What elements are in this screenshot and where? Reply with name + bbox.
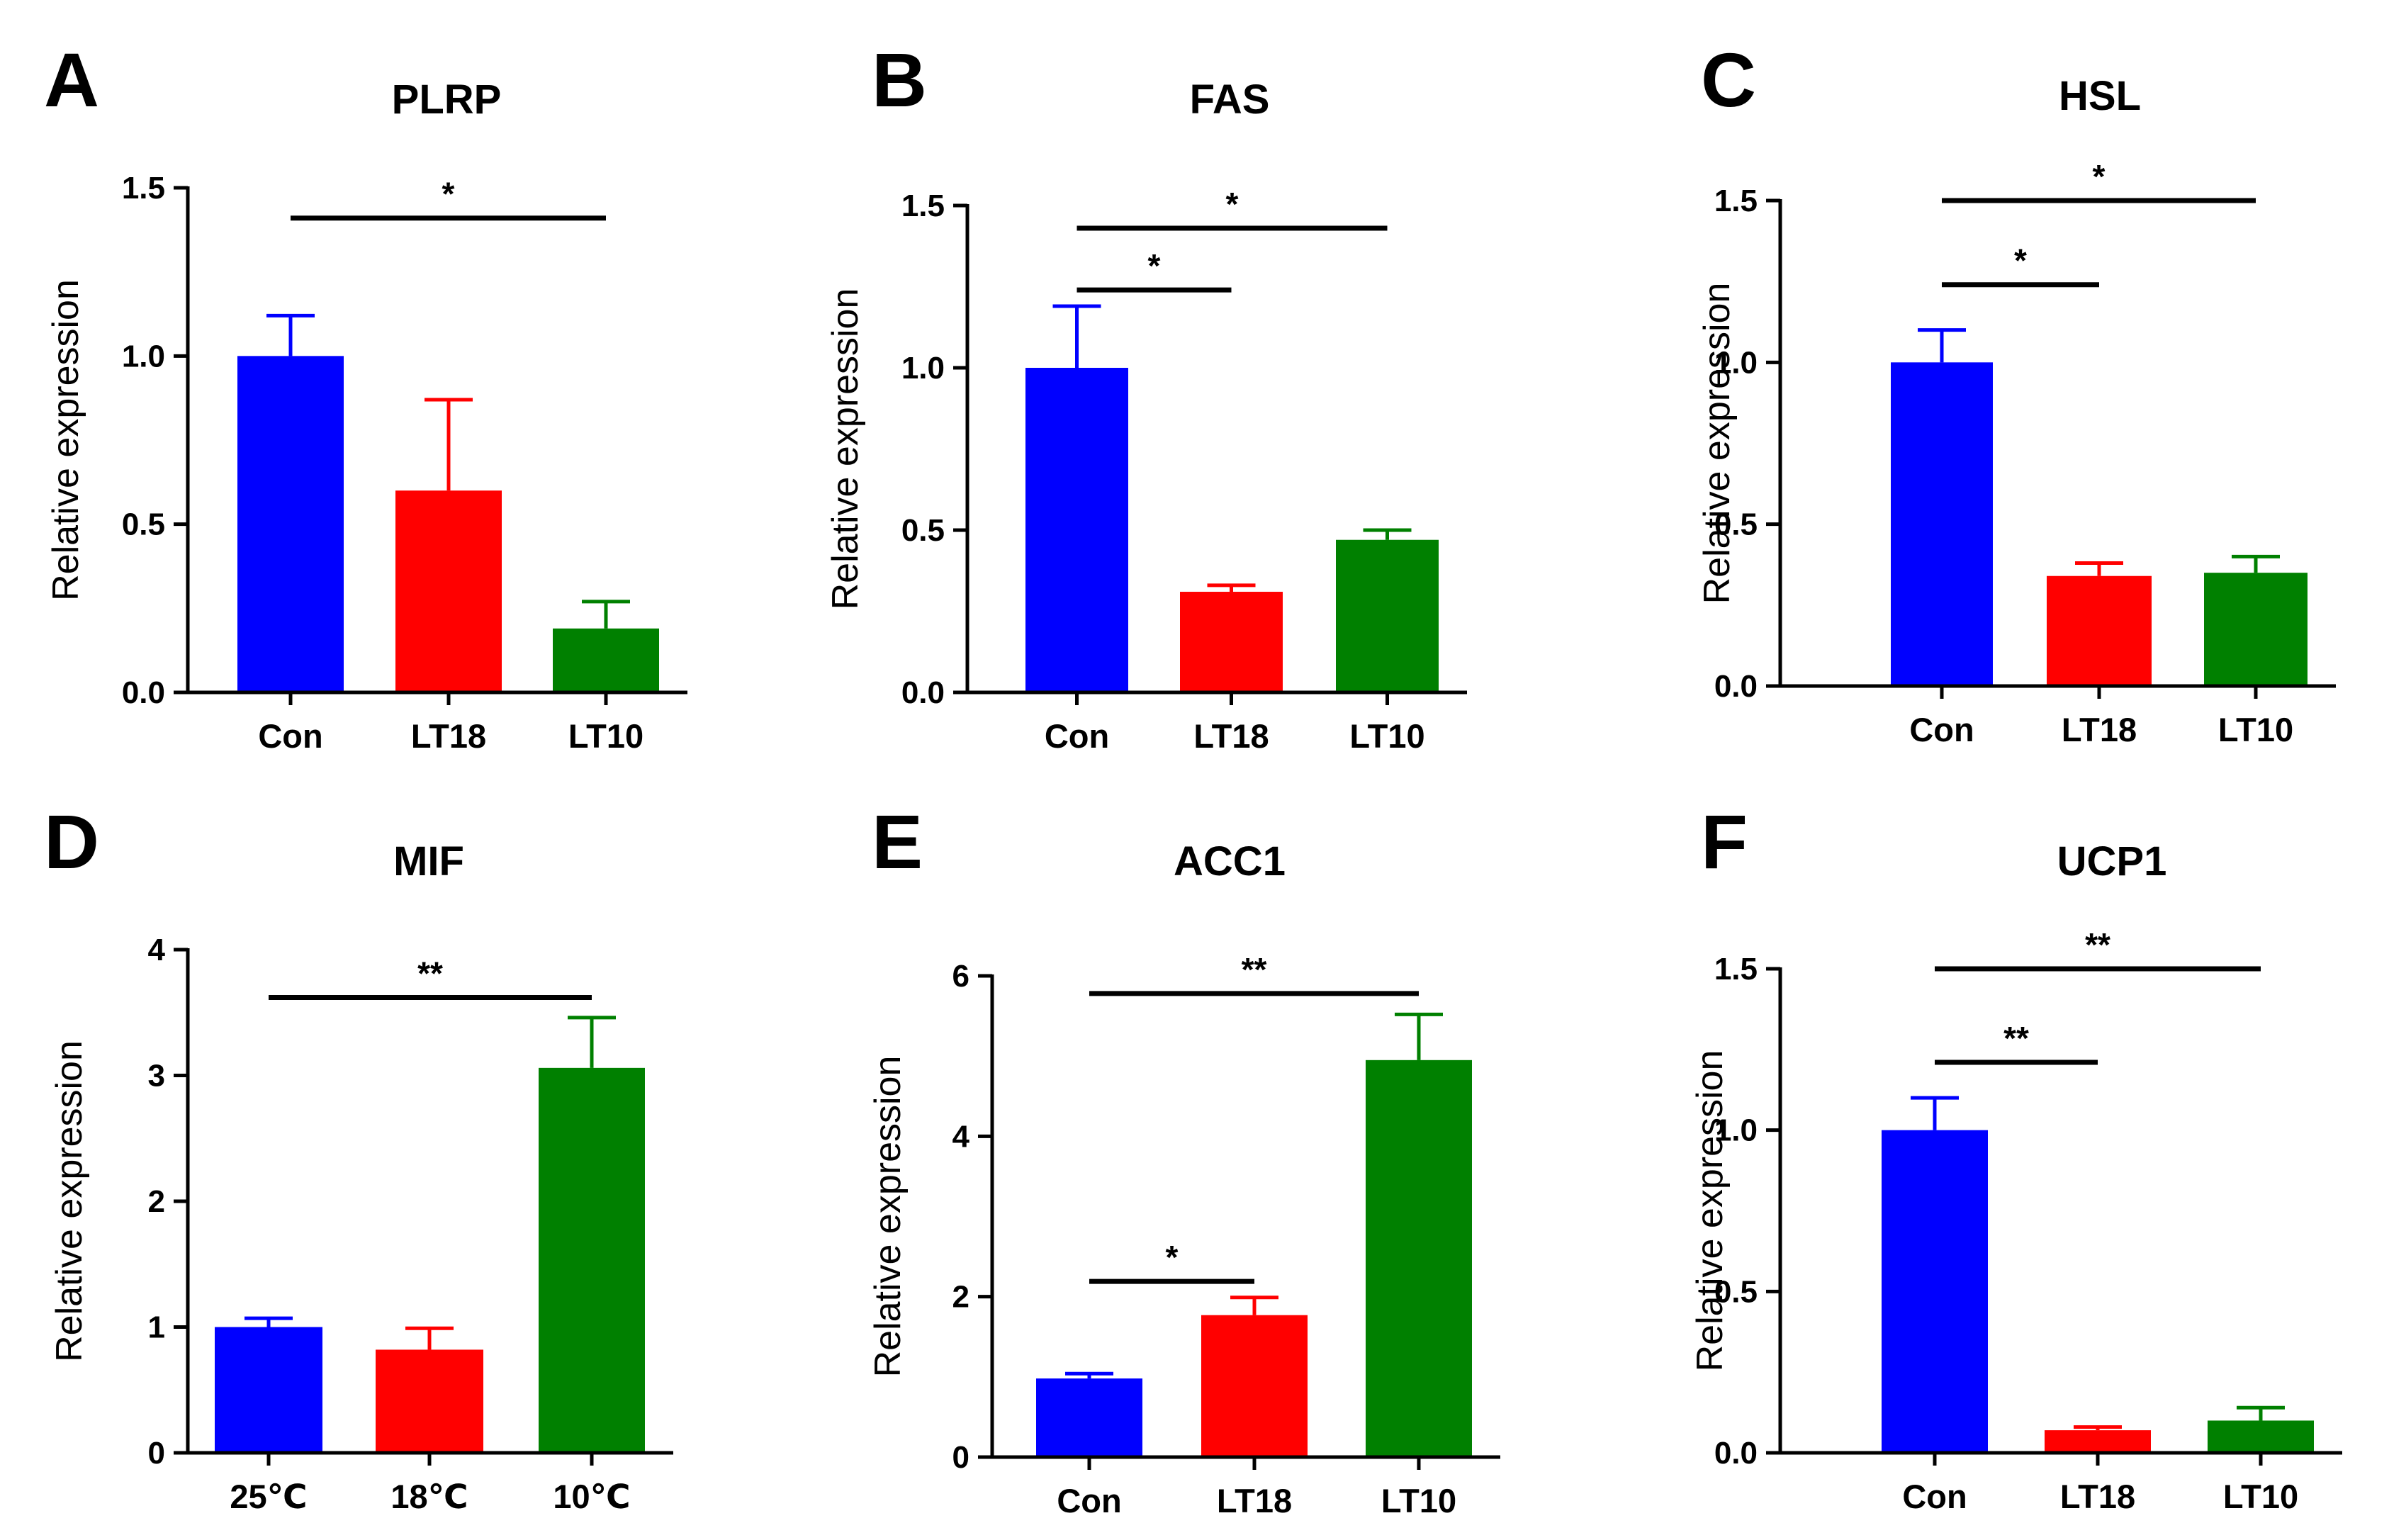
- bar: [215, 1327, 322, 1453]
- y-tick-label: 0.5: [901, 513, 945, 548]
- chart-title: MIF: [393, 838, 464, 884]
- x-tick-label: LT18: [1193, 717, 1269, 755]
- y-tick-label: 1.0: [122, 339, 165, 373]
- x-tick-label: Con: [1057, 1482, 1121, 1519]
- panel-letter: E: [872, 799, 923, 884]
- significance-label: **: [417, 955, 443, 991]
- chart-title: HSL: [2059, 73, 2141, 119]
- bar: [1036, 1378, 1142, 1457]
- y-tick-label: 4: [952, 1119, 970, 1154]
- y-tick-label: 0.5: [1714, 507, 1758, 542]
- bar: [1336, 539, 1439, 692]
- y-axis-label: Relative expression: [49, 1040, 90, 1362]
- bar: [395, 490, 502, 692]
- x-tick-label: LT10: [1349, 717, 1424, 755]
- y-tick-label: 0.0: [1714, 669, 1758, 704]
- y-tick-label: 0.0: [122, 675, 165, 710]
- significance-label: *: [1148, 247, 1161, 284]
- x-tick-label: LT10: [568, 717, 643, 755]
- chart-title: ACC1: [1174, 838, 1286, 884]
- y-tick-label: 1.5: [901, 189, 945, 223]
- x-tick-label: Con: [1902, 1478, 1967, 1515]
- panel-a: A PLRP Relative expression Con LT18 LT10 0.0 0.…: [44, 37, 687, 755]
- panel-b: B FAS Relative expression Con LT18 LT10 0.0 0.5…: [825, 37, 1467, 755]
- bar: [2045, 1430, 2151, 1453]
- significance-label: *: [2014, 242, 2027, 279]
- significance-label: *: [1166, 1239, 1179, 1276]
- significance-label: *: [1226, 186, 1239, 223]
- significance-label: **: [1242, 951, 1267, 988]
- significance-label: *: [442, 176, 455, 213]
- x-tick-label: LT10: [1381, 1482, 1456, 1519]
- y-tick-label: 6: [952, 959, 969, 994]
- x-tick-label: LT10: [2223, 1478, 2298, 1515]
- bar: [376, 1349, 483, 1453]
- bar: [1025, 368, 1128, 692]
- bar: [539, 1067, 645, 1453]
- bar: [2047, 575, 2152, 686]
- y-axis-label: Relative expression: [1690, 1050, 1731, 1372]
- y-tick-label: 1.5: [122, 171, 165, 206]
- panel-letter: A: [44, 37, 99, 123]
- y-tick-label: 2: [148, 1184, 165, 1219]
- panel-e: E ACC1 Relative expression Con LT18 LT10 0 2 4 6 *…: [867, 799, 1500, 1519]
- y-tick-label: 4: [148, 933, 166, 967]
- chart-title: PLRP: [392, 77, 502, 123]
- panel-c: C HSL Relative expression Con LT18 LT10 0.0 0.5…: [1697, 37, 2336, 748]
- bar: [2204, 573, 2308, 686]
- x-tick-label: 18℃: [390, 1478, 468, 1515]
- panel-d: D MIF Relative expression 25℃ 18℃ 10℃ 0 1 2 3 4 **: [44, 799, 673, 1515]
- significance-label: *: [2093, 158, 2106, 195]
- panel-letter: B: [872, 37, 927, 123]
- y-tick-label: 1.0: [901, 351, 945, 386]
- y-tick-label: 1.0: [1714, 345, 1758, 380]
- panel-letter: F: [1701, 799, 1748, 884]
- significance-label: **: [2003, 1020, 2029, 1057]
- x-tick-label: Con: [1909, 711, 1974, 748]
- y-tick-label: 0.0: [901, 675, 945, 710]
- y-axis-label: Relative expression: [825, 288, 866, 610]
- x-tick-label: 25℃: [230, 1478, 307, 1515]
- bar: [1180, 592, 1283, 692]
- bar: [1366, 1060, 1472, 1457]
- y-tick-label: 1.5: [1714, 184, 1758, 218]
- bar: [1201, 1315, 1308, 1457]
- significance-label: **: [2085, 926, 2110, 963]
- chart-title: UCP1: [2057, 838, 2167, 884]
- bar: [2208, 1420, 2314, 1453]
- x-tick-label: LT18: [411, 717, 486, 755]
- x-tick-label: 10℃: [553, 1478, 630, 1515]
- x-tick-label: LT18: [2060, 1478, 2135, 1515]
- y-tick-label: 0.5: [122, 507, 165, 542]
- panel-letter: D: [44, 799, 99, 884]
- y-tick-label: 0.0: [1714, 1436, 1758, 1471]
- x-tick-label: Con: [258, 717, 322, 755]
- bar: [1891, 362, 1993, 686]
- y-tick-label: 2: [952, 1280, 969, 1315]
- y-tick-label: 0.5: [1714, 1274, 1758, 1309]
- bar: [1882, 1130, 1988, 1453]
- y-tick-label: 1.5: [1714, 952, 1758, 987]
- y-axis-label: Relative expression: [45, 279, 86, 601]
- chart-title: FAS: [1190, 77, 1270, 123]
- x-tick-label: LT10: [2218, 711, 2293, 748]
- y-tick-label: 1.0: [1714, 1113, 1758, 1148]
- bar: [553, 628, 659, 692]
- x-tick-label: Con: [1045, 717, 1109, 755]
- panel-letter: C: [1701, 37, 1756, 123]
- y-tick-label: 0: [148, 1436, 165, 1471]
- y-tick-label: 1: [148, 1310, 165, 1345]
- panel-f: F UCP1 Relative expression Con LT18 LT10 0.0 0.…: [1690, 799, 2342, 1515]
- y-axis-label: Relative expression: [1697, 283, 1738, 605]
- y-tick-label: 0: [952, 1440, 969, 1475]
- x-tick-label: LT18: [2062, 711, 2137, 748]
- x-tick-label: LT18: [1217, 1482, 1292, 1519]
- y-tick-label: 3: [148, 1059, 165, 1094]
- bar: [237, 356, 344, 692]
- y-axis-label: Relative expression: [867, 1056, 909, 1378]
